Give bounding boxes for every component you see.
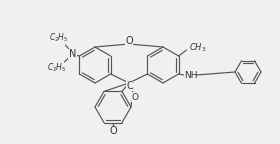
- Text: O: O: [132, 92, 139, 102]
- Text: O: O: [109, 126, 117, 136]
- Text: O: O: [125, 36, 133, 46]
- Text: N: N: [69, 49, 76, 59]
- Text: $CH_3$: $CH_3$: [189, 42, 206, 54]
- Text: C: C: [127, 81, 133, 91]
- Text: NH: NH: [184, 71, 197, 79]
- Text: $C_2H_5$: $C_2H_5$: [46, 62, 66, 74]
- Text: $C_2H_5$: $C_2H_5$: [49, 32, 68, 44]
